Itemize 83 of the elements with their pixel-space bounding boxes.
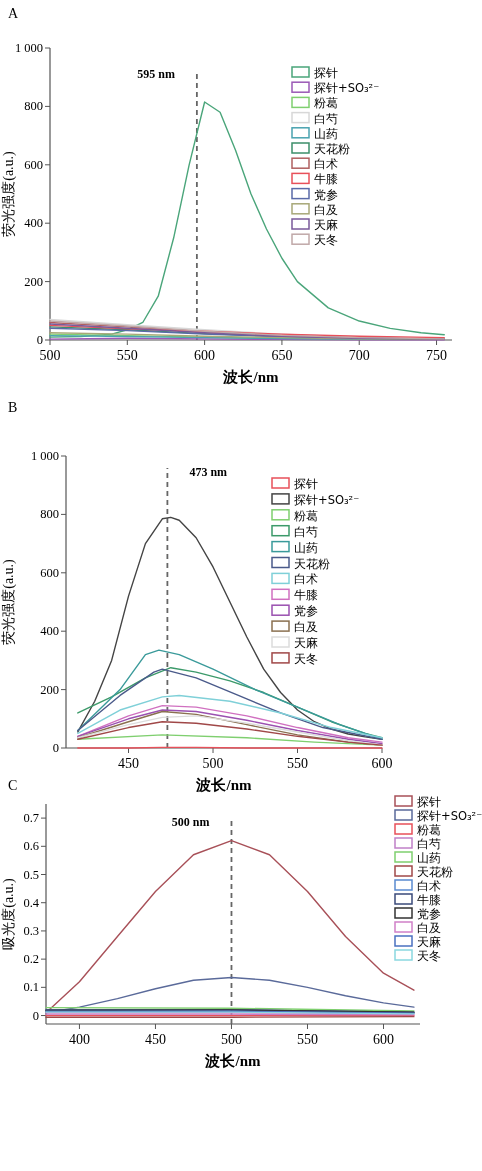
legend-label: 白及 xyxy=(417,921,441,935)
chart-title: B xyxy=(8,400,18,415)
y-axis-title: 荧光强度(a.u.) xyxy=(1,558,17,645)
y-tick-label: 800 xyxy=(24,99,43,114)
legend-label: 白术 xyxy=(294,572,318,587)
legend-label: 天冬 xyxy=(294,651,318,666)
x-tick-label: 600 xyxy=(371,756,393,771)
x-tick-label: 400 xyxy=(68,1032,90,1047)
legend-label: 天麻 xyxy=(314,218,338,232)
x-tick-label: 600 xyxy=(194,348,216,363)
legend-label: 白术 xyxy=(314,157,338,172)
x-tick-label: 500 xyxy=(39,348,61,363)
y-tick-label: 0 xyxy=(52,741,59,755)
y-tick-label: 1 000 xyxy=(30,449,59,463)
y-axis-title: 吸光度(a.u.) xyxy=(1,877,17,950)
x-tick-label: 450 xyxy=(144,1032,166,1047)
legend-label: 牛膝 xyxy=(314,172,338,187)
legend-label: 天冬 xyxy=(417,949,441,963)
y-tick-label: 0 xyxy=(32,1008,39,1023)
legend-label: 山药 xyxy=(294,540,318,555)
y-tick-label: 1 000 xyxy=(14,41,43,55)
y-tick-label: 0.1 xyxy=(23,980,39,995)
ref-line-label: 473 nm xyxy=(189,465,228,479)
ref-line-label: 500 nm xyxy=(171,815,210,829)
y-tick-label: 0 xyxy=(36,333,43,347)
y-tick-label: 0.2 xyxy=(23,952,39,967)
y-tick-label: 600 xyxy=(40,565,59,580)
legend-label: 白芍 xyxy=(294,524,318,539)
legend-label: 天麻 xyxy=(294,636,318,650)
legend-label: 白术 xyxy=(417,879,441,893)
y-tick-label: 0.6 xyxy=(23,839,39,854)
x-tick-label: 550 xyxy=(287,756,309,771)
legend-label: 天冬 xyxy=(314,233,338,248)
legend-label: 粉葛 xyxy=(294,508,318,523)
legend-label: 天花粉 xyxy=(314,142,350,156)
x-tick-label: 500 xyxy=(220,1032,242,1047)
legend-label: 白及 xyxy=(294,620,318,635)
chart-title: C xyxy=(8,778,18,793)
legend-label: 粉葛 xyxy=(417,823,441,837)
y-axis-title: 荧光强度(a.u.) xyxy=(1,150,17,237)
legend-label: 天花粉 xyxy=(294,556,330,571)
legend-label: 党参 xyxy=(417,907,441,921)
legend-label: 白芍 xyxy=(417,837,441,851)
x-tick-label: 700 xyxy=(348,348,370,363)
legend-label: 牛膝 xyxy=(294,588,318,603)
legend-label: 探针 xyxy=(314,66,338,80)
legend-label: 山药 xyxy=(417,851,441,865)
legend-label: 天花粉 xyxy=(417,865,453,879)
x-tick-label: 550 xyxy=(297,1032,318,1047)
x-tick-label: 750 xyxy=(426,348,448,363)
y-tick-label: 0.4 xyxy=(23,895,40,910)
y-tick-label: 0.7 xyxy=(23,811,39,826)
legend-label: 天麻 xyxy=(417,935,441,949)
x-tick-label: 500 xyxy=(202,756,224,771)
y-tick-label: 400 xyxy=(40,624,59,639)
legend-label: 党参 xyxy=(294,604,318,619)
legend-label: 白芍 xyxy=(314,111,338,126)
legend-label: 山药 xyxy=(314,126,338,141)
ref-line-label: 595 nm xyxy=(137,67,175,81)
y-tick-label: 200 xyxy=(40,682,59,697)
legend-label: 探针 xyxy=(294,477,318,491)
x-axis-title: 波长/nm xyxy=(222,369,279,385)
y-tick-label: 0.3 xyxy=(23,923,39,938)
x-axis-title: 波长/nm xyxy=(195,777,252,793)
legend-label: 探针 xyxy=(417,795,441,809)
legend-label: 探针+SO₃²⁻ xyxy=(417,809,482,823)
y-tick-label: 0.5 xyxy=(23,867,39,882)
chart-title: A xyxy=(8,6,19,21)
legend-label: 党参 xyxy=(314,187,338,202)
legend-label: 探针+SO₃²⁻ xyxy=(294,492,360,507)
legend-label: 白及 xyxy=(314,202,338,217)
legend-label: 探针+SO₃²⁻ xyxy=(314,81,380,96)
legend-label: 粉葛 xyxy=(314,96,338,111)
legend-label: 牛膝 xyxy=(417,893,441,907)
y-tick-label: 600 xyxy=(24,157,43,172)
x-tick-label: 550 xyxy=(116,348,138,363)
x-tick-label: 650 xyxy=(271,348,293,363)
y-tick-label: 800 xyxy=(40,507,59,522)
y-tick-label: 400 xyxy=(24,216,43,231)
y-tick-label: 200 xyxy=(24,274,43,289)
x-tick-label: 600 xyxy=(373,1032,395,1047)
x-tick-label: 450 xyxy=(118,756,140,771)
x-axis-title: 波长/nm xyxy=(204,1053,261,1069)
